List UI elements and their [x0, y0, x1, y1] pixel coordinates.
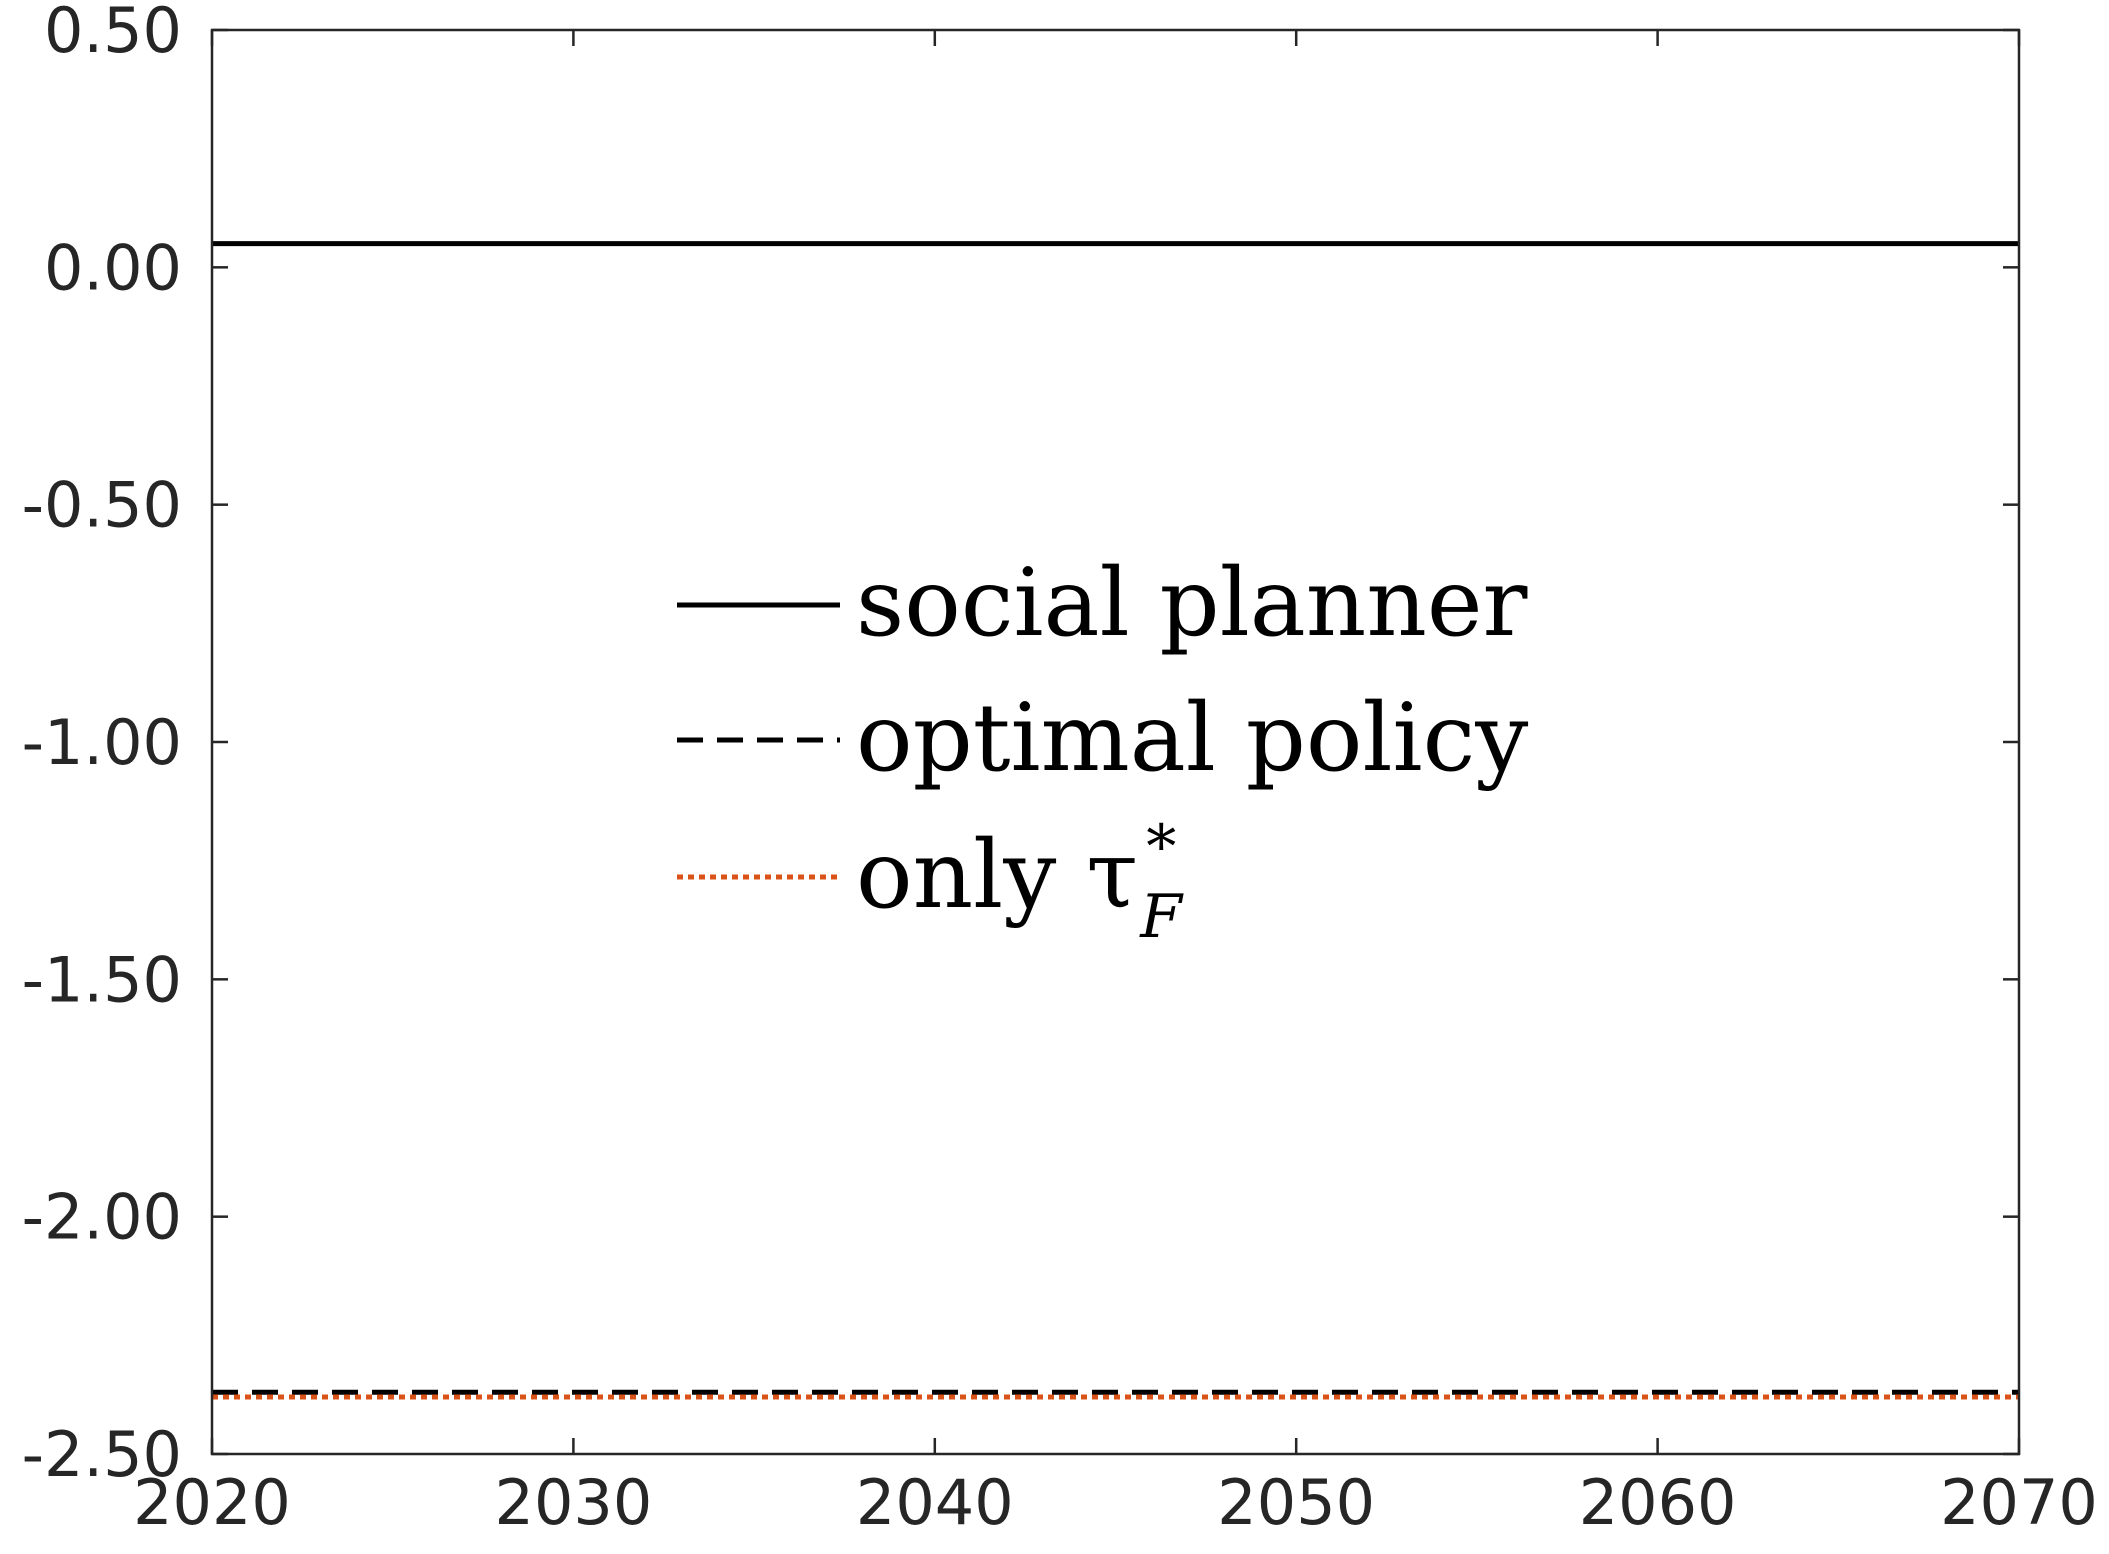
y-tick-label: -2.50: [22, 1418, 182, 1491]
y-tick-label: -1.00: [22, 706, 182, 779]
x-tick-label: 2040: [856, 1466, 1014, 1539]
legend-sub: F: [1139, 882, 1184, 952]
y-tick-label: -1.50: [22, 943, 182, 1016]
y-tick-label: -2.00: [22, 1181, 182, 1254]
legend-label-2: optimal policy: [856, 684, 1528, 793]
y-tick-label: 0.50: [44, 0, 182, 67]
x-tick-label: 2050: [1217, 1466, 1375, 1539]
legend-label-3: only τ: [856, 821, 1138, 930]
x-tick-label: 2020: [133, 1466, 291, 1539]
plot-area: [212, 30, 2019, 1454]
x-tick-label: 2070: [1940, 1466, 2098, 1539]
x-tick-label: 2060: [1579, 1466, 1737, 1539]
legend-label-1: social planner: [856, 549, 1528, 658]
series-layer: [212, 241, 2019, 1400]
y-tick-label: -0.50: [22, 469, 182, 542]
legend: social planner optimal policy only τ *F: [677, 549, 1528, 952]
legend-sup: *: [1146, 812, 1176, 882]
plot-background: [212, 30, 2019, 1454]
y-tick-label: 0.00: [44, 231, 182, 304]
x-tick-label: 2030: [495, 1466, 653, 1539]
axes-layer: 2020 2030 2040 2050 2060 2070 0.50 0.00 -0.50 -1.…: [22, 0, 2098, 1539]
